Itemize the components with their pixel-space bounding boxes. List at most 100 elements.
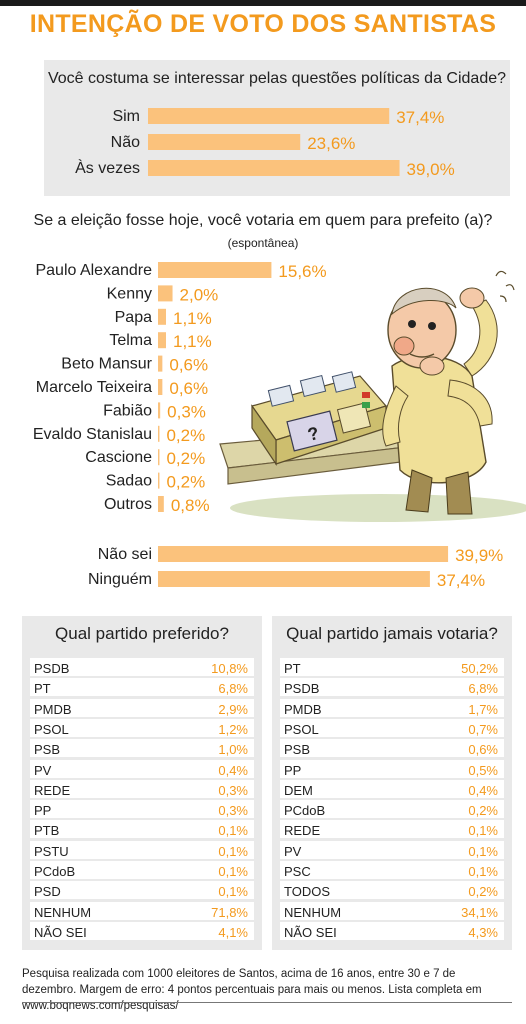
party-name: PSDB <box>34 661 70 676</box>
table-row: NENHUM 34,1% <box>280 901 504 920</box>
candidate-label: Beto Mansur <box>61 356 152 373</box>
table-row: PSD 0,1% <box>30 881 254 900</box>
party-percentage: 0,1% <box>218 884 248 900</box>
table-row: PSDB 10,8% <box>30 658 254 676</box>
party-name: PT <box>284 661 301 676</box>
party-name: PV <box>284 843 302 859</box>
candidate-label: Evaldo Stanislau <box>33 426 152 443</box>
table-row: REDE 0,1% <box>280 820 504 839</box>
party-percentage: 0,6% <box>468 742 498 758</box>
table-row: PMDB 2,9% <box>30 698 254 717</box>
candidate-label: Cascione <box>85 449 152 466</box>
party-name: PSC <box>284 864 311 879</box>
top-rule <box>0 0 526 6</box>
party-percentage: 50,2% <box>461 661 498 676</box>
party-percentage: 0,1% <box>468 864 498 879</box>
candidate-bar <box>158 571 430 587</box>
party-percentage: 0,7% <box>468 721 498 737</box>
party-percentage: 1,0% <box>218 742 248 758</box>
party-percentage: 0,4% <box>468 782 498 798</box>
party-percentage: 2,9% <box>218 701 248 717</box>
table-row: DEM 0,4% <box>280 779 504 798</box>
candidate-value-label: 0,2% <box>166 426 205 445</box>
party-percentage: 0,3% <box>218 782 248 798</box>
party-name: PCdoB <box>34 864 76 879</box>
candidate-bar <box>158 355 163 372</box>
candidate-bar <box>158 496 164 512</box>
party-percentage: 0,3% <box>218 803 248 819</box>
candidate-label: Papa <box>115 309 152 326</box>
candidate-value-label: 0,6% <box>169 379 208 398</box>
candidate-label: Paulo Alexandre <box>35 262 152 279</box>
party-name: PSB <box>284 742 311 758</box>
preferred-party-panel: Qual partido preferido? PSDB 10,8% PT 6,8% P… <box>22 616 262 950</box>
party-name: REDE <box>284 823 321 839</box>
candidate-value-label: 0,3% <box>167 402 206 421</box>
candidate-bar <box>158 285 173 302</box>
party-name: PT <box>34 681 51 697</box>
party-name: TODOS <box>284 884 330 900</box>
candidate-bar <box>158 379 163 395</box>
rejected-party-title: Qual partido jamais votaria? <box>286 624 498 643</box>
table-row: NENHUM 71,8% <box>30 901 254 920</box>
candidate-bar <box>158 308 166 325</box>
candidate-bar <box>158 332 166 349</box>
party-name: PCdoB <box>284 803 326 819</box>
party-name: PSTU <box>34 843 69 859</box>
table-row: PCdoB 0,2% <box>280 800 504 819</box>
candidate-label: Marcelo Teixeira <box>36 379 152 396</box>
party-name: PSOL <box>34 721 69 737</box>
party-percentage: 71,8% <box>211 904 248 920</box>
party-name: NENHUM <box>284 904 342 920</box>
party-name: NÃO SEI <box>284 924 337 940</box>
table-row: NÃO SEI 4,3% <box>280 921 504 940</box>
party-name: REDE <box>34 782 71 798</box>
party-percentage: 6,8% <box>218 681 248 697</box>
candidate-label: Kenny <box>107 285 152 302</box>
preferred-party-title: Qual partido preferido? <box>55 624 229 643</box>
candidate-value-label: 37,4% <box>437 571 485 590</box>
page-title: INTENÇÃO DE VOTO DOS SANTISTAS <box>29 10 497 38</box>
candidate-label: Fabião <box>103 402 152 419</box>
footer-rule <box>22 1002 512 1003</box>
party-name: NENHUM <box>34 904 92 920</box>
candidate-value-label: 39,9% <box>455 546 503 565</box>
candidate-bar <box>158 449 160 466</box>
party-name: NÃO SEI <box>34 924 87 940</box>
vote-subtitle: (espontânea) <box>227 236 299 250</box>
table-row: PV 0,1% <box>280 840 504 859</box>
candidate-value-label: 1,1% <box>173 309 212 328</box>
party-percentage: 4,1% <box>218 924 248 940</box>
table-row: PCdoB 0,1% <box>30 861 254 879</box>
rejected-party-panel: Qual partido jamais votaria? PT 50,2% PSDB… <box>272 616 512 950</box>
party-name: PTB <box>34 823 60 839</box>
candidate-label: Sadao <box>106 473 152 490</box>
party-name: PSDB <box>284 681 320 697</box>
table-row: PT 6,8% <box>30 678 254 697</box>
party-percentage: 0,1% <box>468 823 498 839</box>
party-name: PSD <box>34 884 61 900</box>
candidate-label: Não sei <box>98 546 152 563</box>
candidate-label: Telma <box>109 332 152 349</box>
party-percentage: 6,8% <box>468 681 498 697</box>
party-percentage: 1,2% <box>218 721 248 737</box>
party-name: PP <box>34 803 52 819</box>
table-row: NÃO SEI 4,1% <box>30 921 254 940</box>
party-percentage: 0,2% <box>468 884 498 900</box>
party-percentage: 0,1% <box>218 823 248 839</box>
table-row: PSOL 1,2% <box>30 718 254 737</box>
party-percentage: 10,8% <box>211 661 248 676</box>
candidate-label: Outros <box>104 496 152 513</box>
candidate-bar <box>158 472 160 489</box>
party-name: DEM <box>284 782 313 798</box>
table-row: PP 0,3% <box>30 800 254 819</box>
table-row: REDE 0,3% <box>30 779 254 798</box>
candidate-bar <box>158 425 160 442</box>
table-row: PMDB 1,7% <box>280 698 504 717</box>
candidate-bar <box>158 402 161 419</box>
party-name: PSB <box>34 742 61 758</box>
party-percentage: 0,4% <box>218 762 248 778</box>
candidate-value-label: 1,1% <box>173 332 212 351</box>
party-name: PSOL <box>284 721 319 737</box>
party-name: PV <box>34 762 52 778</box>
